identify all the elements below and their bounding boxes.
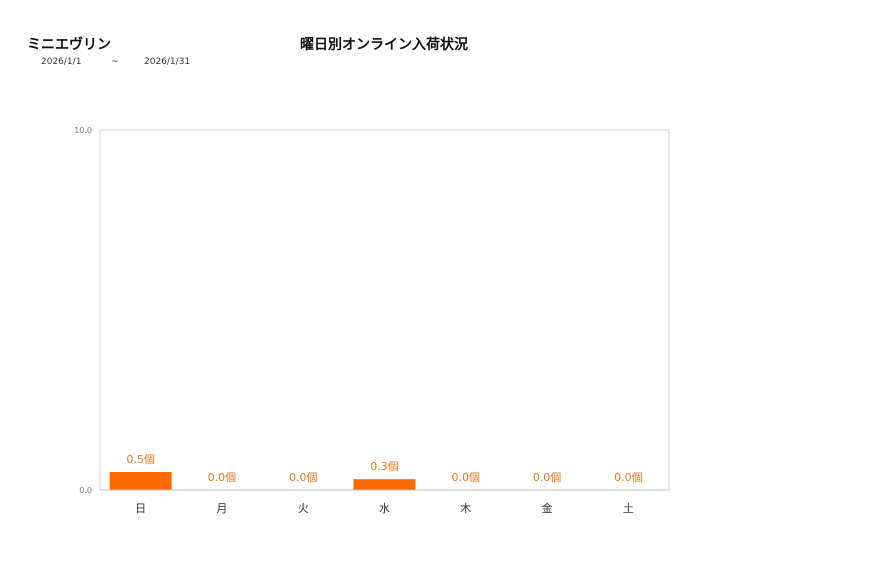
date-from: 2026/1/1 bbox=[41, 57, 82, 67]
chart-title: 曜日別オンライン入荷状況 bbox=[300, 37, 468, 53]
data-label: 0.0個 bbox=[533, 471, 562, 484]
y-tick-label: 10.0 bbox=[74, 126, 92, 135]
x-tick-label: 水 bbox=[379, 502, 390, 515]
data-label: 0.0個 bbox=[614, 471, 643, 484]
date-to: 2026/1/31 bbox=[144, 57, 191, 67]
data-label: 0.0個 bbox=[289, 471, 318, 484]
y-tick-label: 0.0 bbox=[79, 486, 92, 495]
date-separator: ~ bbox=[111, 57, 119, 67]
data-label: 0.3個 bbox=[370, 460, 399, 473]
bar bbox=[353, 479, 416, 490]
x-tick-label: 日 bbox=[135, 502, 146, 515]
data-label: 0.0個 bbox=[208, 471, 237, 484]
plot-area bbox=[99, 129, 670, 491]
x-tick-label: 火 bbox=[298, 502, 309, 515]
x-tick-label: 土 bbox=[623, 502, 634, 515]
x-tick-label: 月 bbox=[216, 502, 227, 515]
x-tick-label: 木 bbox=[460, 502, 471, 515]
store-name: ミニエヴリン bbox=[27, 37, 111, 53]
bar bbox=[109, 472, 172, 490]
data-label: 0.0個 bbox=[452, 471, 481, 484]
data-label: 0.5個 bbox=[126, 453, 155, 466]
x-tick-label: 金 bbox=[542, 501, 553, 515]
